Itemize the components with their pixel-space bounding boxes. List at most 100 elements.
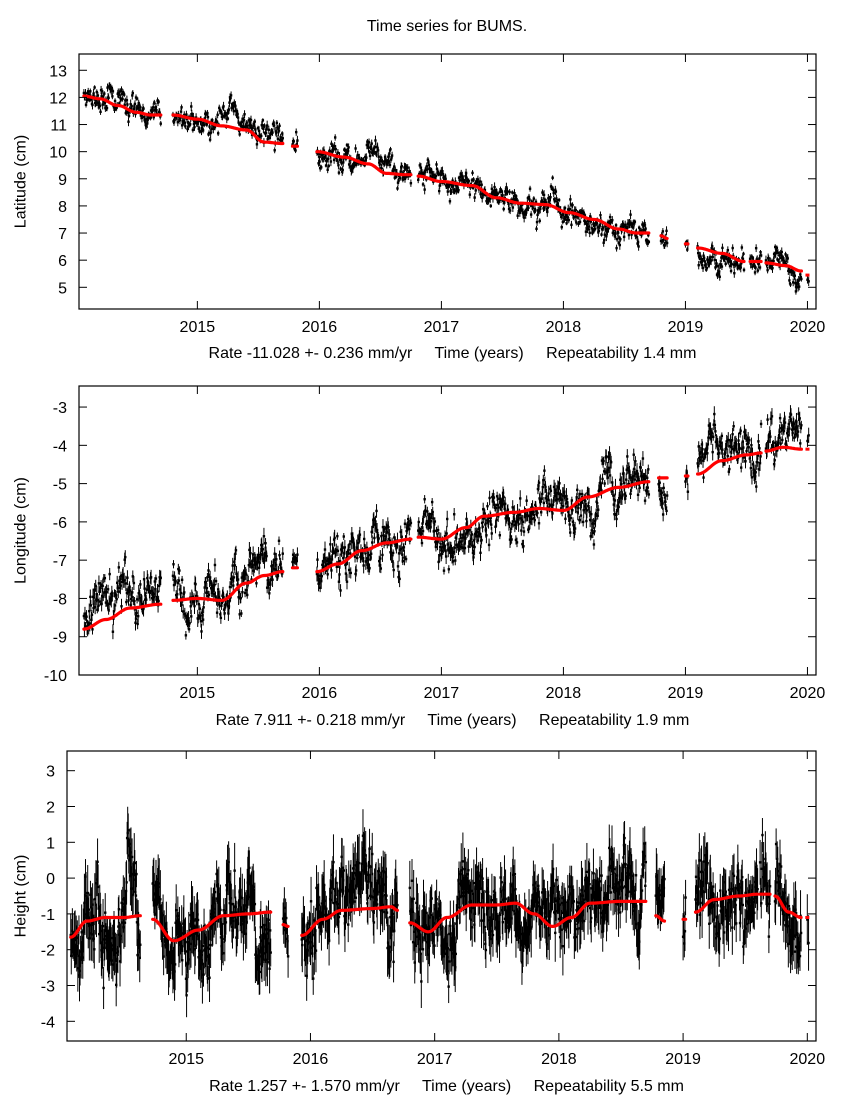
data-point bbox=[386, 161, 390, 164]
longitude-model-segment bbox=[764, 445, 803, 453]
data-point bbox=[125, 591, 129, 595]
latitude-data-segment bbox=[806, 275, 810, 286]
data-point bbox=[239, 596, 242, 600]
data-point bbox=[617, 241, 620, 245]
data-point bbox=[471, 544, 474, 548]
data-point bbox=[455, 189, 458, 192]
data-point bbox=[435, 167, 439, 171]
data-point bbox=[766, 268, 769, 272]
data-point bbox=[743, 432, 747, 436]
data-point bbox=[537, 484, 540, 487]
data-point bbox=[243, 591, 247, 595]
data-point bbox=[111, 963, 115, 966]
data-point bbox=[401, 559, 405, 563]
data-point bbox=[131, 591, 134, 594]
data-point bbox=[199, 616, 202, 619]
data-point bbox=[101, 944, 104, 947]
data-point bbox=[440, 549, 444, 553]
longitude-plot-frame bbox=[78, 385, 817, 676]
data-point bbox=[217, 595, 220, 599]
data-point bbox=[177, 579, 181, 582]
data-point bbox=[350, 540, 353, 543]
data-point bbox=[472, 178, 475, 181]
data-point bbox=[446, 190, 449, 193]
data-point bbox=[721, 448, 724, 451]
data-point bbox=[118, 102, 121, 105]
data-point bbox=[356, 556, 359, 560]
data-point bbox=[254, 563, 257, 566]
y-tick-label: 5 bbox=[58, 280, 67, 297]
data-point bbox=[448, 183, 451, 186]
data-point bbox=[543, 469, 546, 472]
data-point bbox=[223, 612, 226, 615]
data-point bbox=[373, 145, 377, 149]
data-point bbox=[209, 579, 212, 583]
data-point bbox=[535, 220, 539, 224]
x-tick-label: 2018 bbox=[546, 685, 582, 702]
data-point bbox=[324, 565, 327, 568]
data-point bbox=[612, 228, 616, 232]
data-point bbox=[212, 592, 216, 596]
longitude-model-segment bbox=[416, 506, 541, 541]
data-point bbox=[517, 513, 521, 517]
data-point bbox=[123, 103, 126, 106]
data-point bbox=[585, 509, 589, 512]
data-point bbox=[334, 550, 337, 554]
data-point bbox=[279, 562, 282, 566]
data-point bbox=[84, 875, 87, 878]
data-point bbox=[480, 521, 484, 525]
data-point bbox=[706, 443, 710, 446]
data-point bbox=[446, 543, 449, 546]
data-point bbox=[573, 530, 576, 533]
data-point bbox=[421, 172, 424, 176]
data-point bbox=[125, 109, 128, 113]
data-point bbox=[237, 590, 241, 594]
data-point bbox=[702, 457, 706, 460]
data-point bbox=[625, 225, 628, 228]
data-point bbox=[390, 155, 393, 159]
data-point bbox=[102, 595, 105, 598]
data-point bbox=[201, 618, 205, 621]
data-point bbox=[74, 954, 77, 957]
data-point bbox=[776, 251, 780, 254]
latitude-y-axis-label: Latitude (cm) bbox=[13, 135, 30, 228]
data-point bbox=[552, 500, 555, 503]
data-point bbox=[345, 143, 349, 147]
data-point bbox=[97, 604, 100, 607]
data-point bbox=[497, 515, 500, 518]
data-point bbox=[622, 472, 625, 475]
data-point bbox=[427, 161, 430, 164]
data-point bbox=[458, 178, 461, 182]
data-point bbox=[218, 106, 221, 110]
data-point bbox=[294, 130, 298, 134]
data-point bbox=[458, 544, 461, 548]
data-point bbox=[118, 579, 121, 582]
data-point bbox=[183, 612, 186, 616]
data-point bbox=[435, 529, 438, 532]
data-point bbox=[551, 188, 555, 191]
data-point bbox=[799, 426, 803, 430]
data-point bbox=[426, 158, 430, 161]
data-point bbox=[192, 122, 196, 126]
data-point bbox=[529, 213, 533, 216]
data-point bbox=[127, 590, 131, 594]
data-point bbox=[629, 222, 633, 225]
data-point bbox=[383, 528, 386, 531]
data-point bbox=[503, 502, 507, 506]
data-point bbox=[777, 440, 780, 443]
data-point bbox=[541, 485, 544, 489]
data-point bbox=[398, 577, 401, 581]
data-point bbox=[794, 426, 797, 429]
data-point bbox=[320, 153, 323, 157]
data-point bbox=[456, 190, 460, 193]
data-point bbox=[216, 132, 220, 135]
data-point bbox=[103, 938, 106, 941]
data-point bbox=[547, 492, 550, 495]
data-point bbox=[511, 191, 514, 194]
data-point bbox=[402, 175, 406, 179]
data-point bbox=[450, 190, 453, 194]
data-point bbox=[424, 509, 427, 513]
data-point bbox=[316, 558, 319, 561]
data-point bbox=[434, 545, 438, 549]
data-point bbox=[113, 604, 117, 607]
